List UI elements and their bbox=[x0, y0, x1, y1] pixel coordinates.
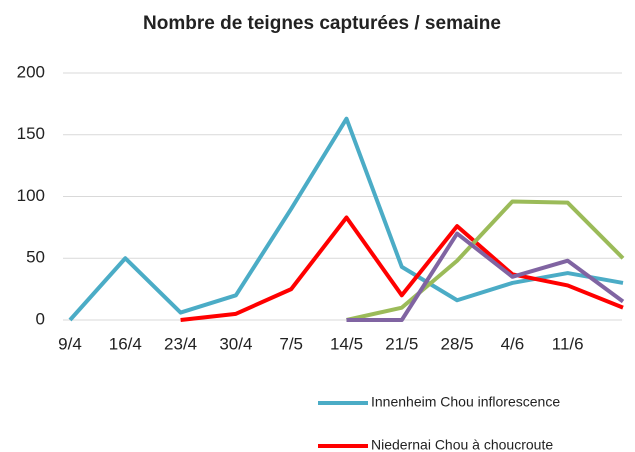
x-tick-label: 28/5 bbox=[441, 334, 474, 353]
x-tick-label: 23/4 bbox=[164, 334, 197, 353]
series-line bbox=[346, 199, 625, 322]
x-tick-label: 21/5 bbox=[385, 334, 418, 353]
x-tick-label: 4/6 bbox=[501, 334, 525, 353]
x-tick-label: 11/6 bbox=[552, 334, 584, 353]
legend-label: Niedernai Chou à choucroute bbox=[371, 437, 553, 452]
x-tick-label: 9/4 bbox=[58, 334, 82, 353]
y-tick-label: 200 bbox=[17, 62, 45, 81]
series-line bbox=[180, 215, 624, 322]
y-tick-label: 50 bbox=[26, 248, 45, 267]
y-tick-label: 100 bbox=[17, 186, 45, 205]
x-tick-label: 30/4 bbox=[219, 334, 252, 353]
x-tick-label: 7/5 bbox=[279, 334, 303, 353]
chart-title: Nombre de teignes capturées / semaine bbox=[143, 13, 501, 34]
legend-label: Innenheim Chou inflorescence bbox=[371, 394, 560, 410]
series-line bbox=[346, 231, 625, 322]
x-tick-label: 14/5 bbox=[330, 334, 363, 353]
x-tick-label: 16/4 bbox=[109, 334, 142, 353]
y-tick-label: 0 bbox=[36, 309, 45, 328]
y-tick-label: 150 bbox=[17, 124, 45, 143]
